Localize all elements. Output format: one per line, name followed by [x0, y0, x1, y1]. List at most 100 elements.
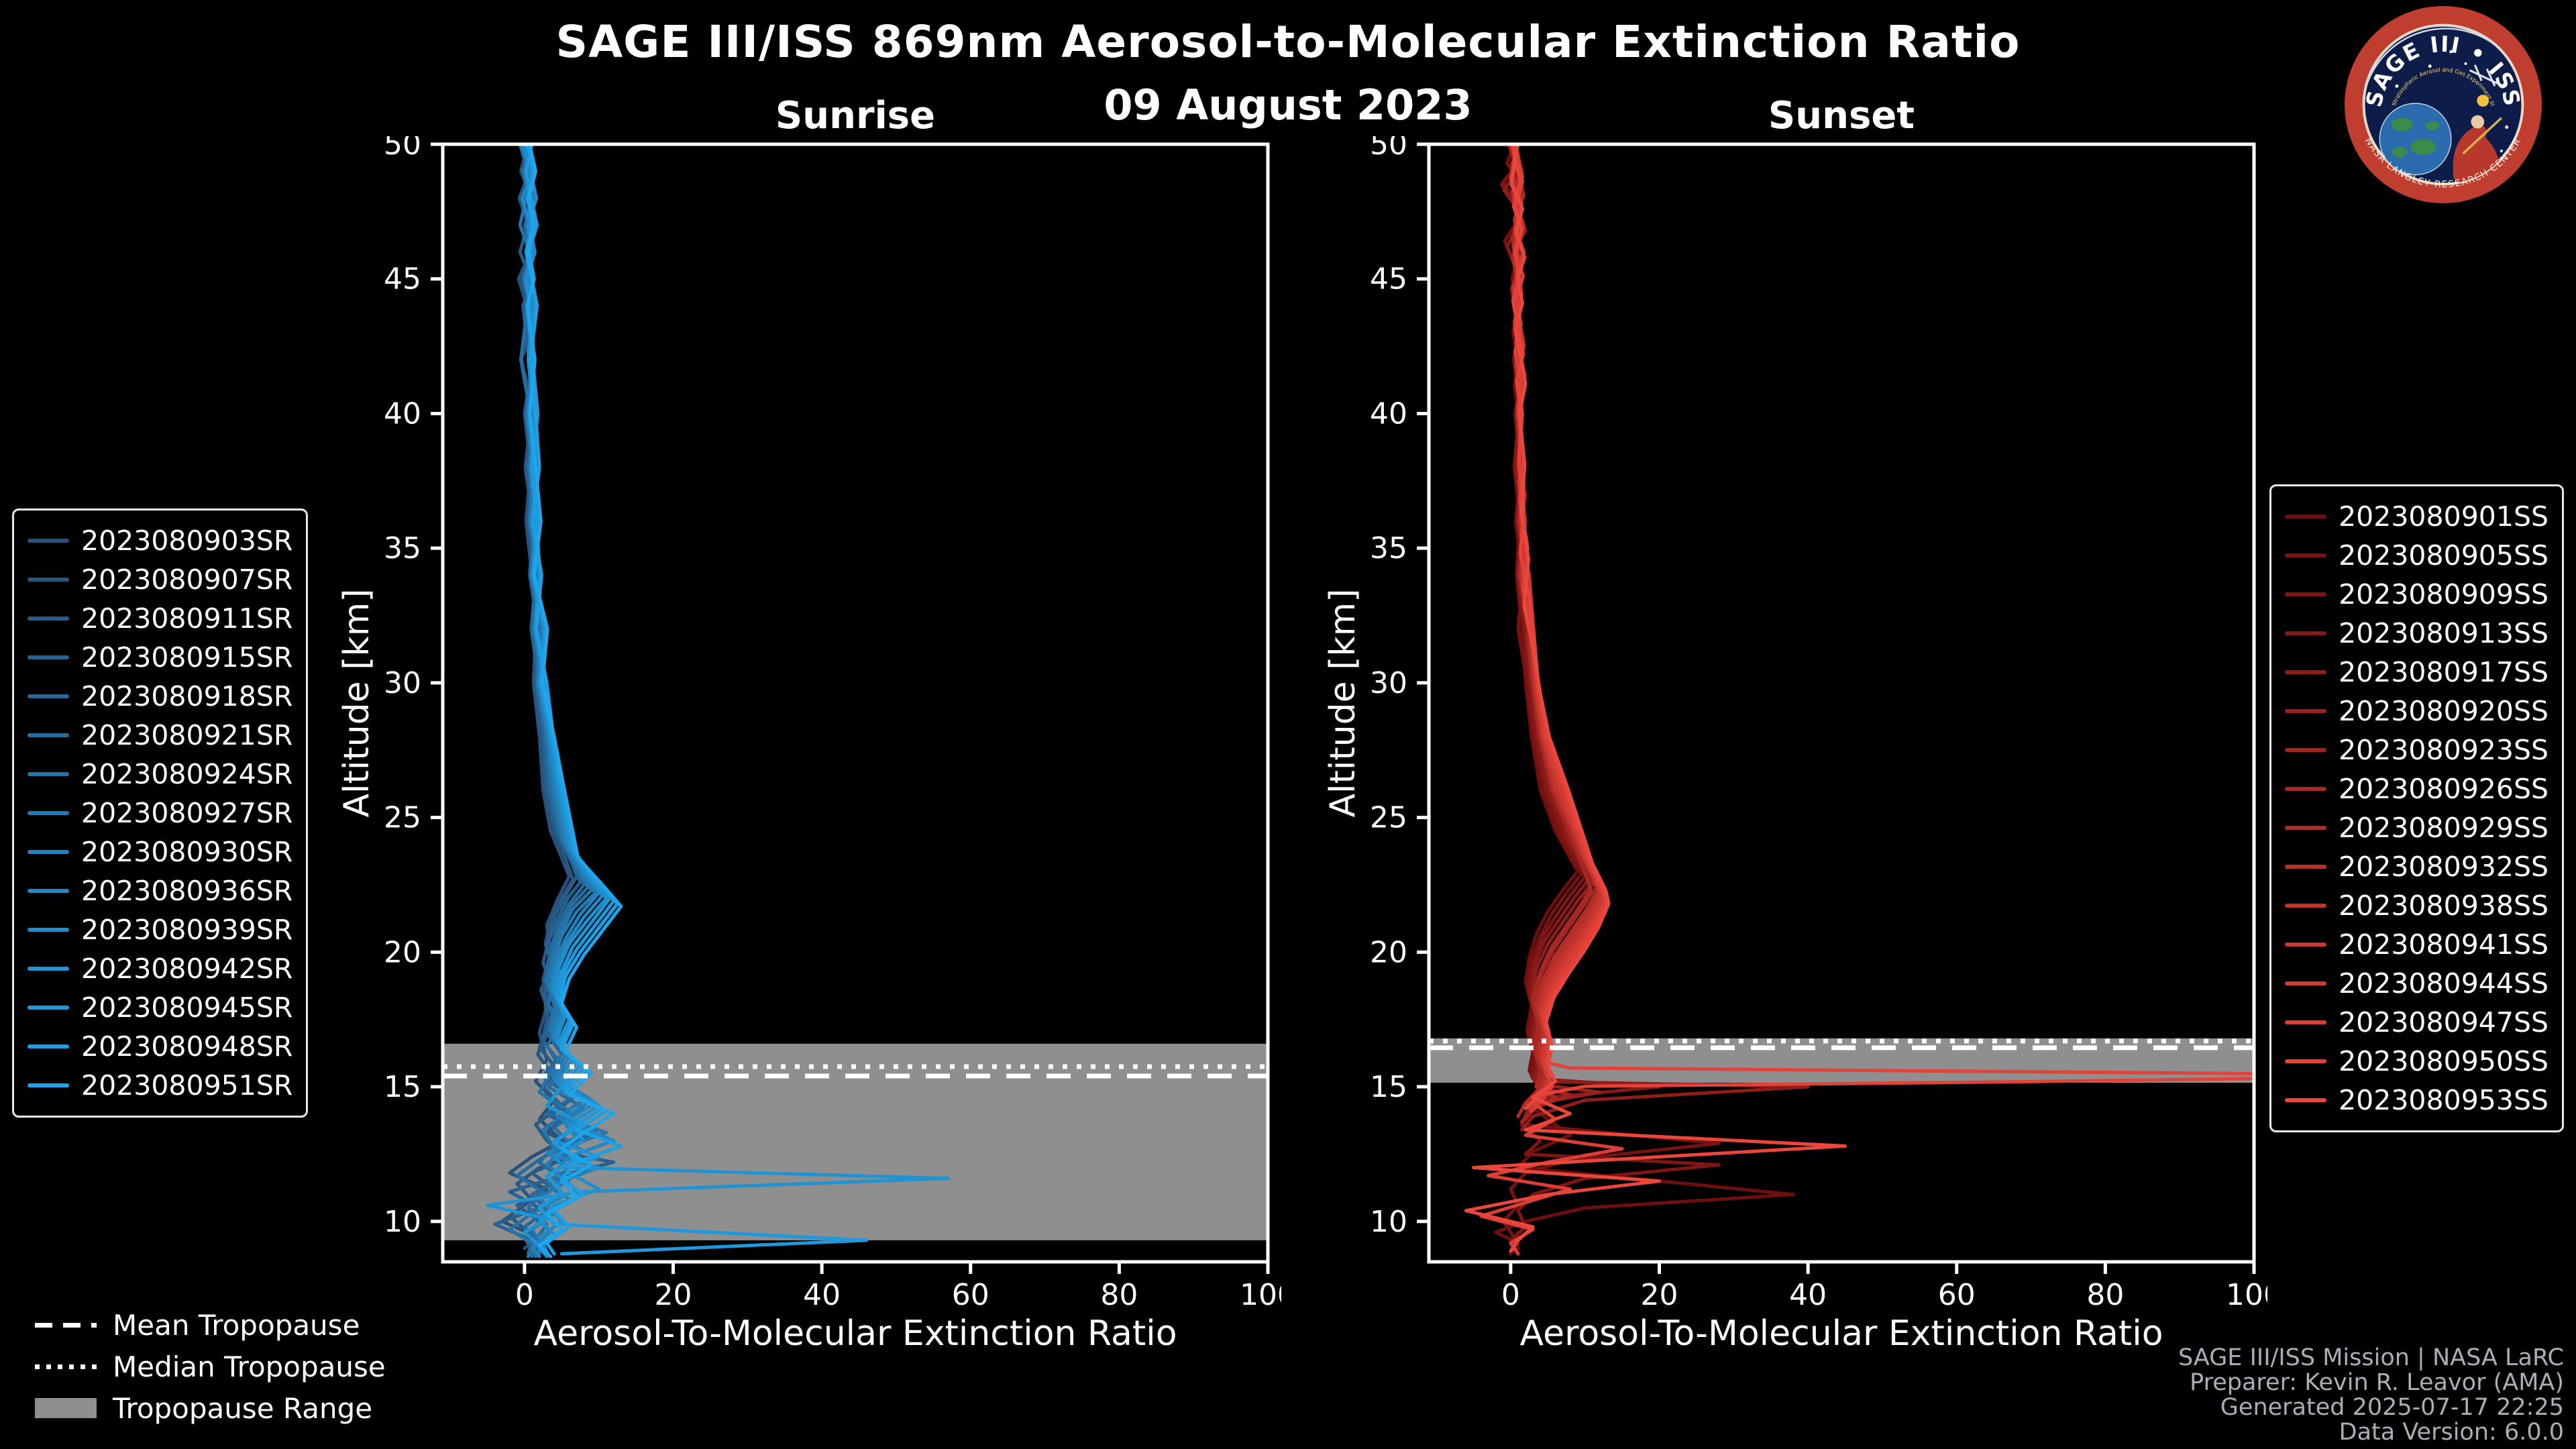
- y-tick-label: 10: [1370, 1205, 1407, 1239]
- y-tick-label: 50: [1370, 136, 1407, 162]
- legend-line-swatch: [2285, 1020, 2327, 1024]
- legend-line-swatch: [28, 539, 69, 543]
- legend-line-swatch: [28, 655, 69, 659]
- legend-line-swatch: [2285, 515, 2327, 519]
- sunset-chart: 10 15 20 25 30 35 40 45 50 0 20 40 60 80 100: [1370, 136, 2267, 1312]
- x-tick-label: 100: [2226, 1278, 2267, 1312]
- legend-item: 2023080929SS: [2285, 808, 2548, 847]
- legend-label: 2023080927SR: [81, 797, 293, 829]
- legend-label: 2023080917SS: [2339, 656, 2548, 688]
- legend-item: 2023080921SR: [28, 716, 292, 755]
- y-tick-label: 45: [384, 262, 421, 297]
- y-tick-label: 15: [384, 1070, 421, 1104]
- legend-item: 2023080932SS: [2285, 847, 2548, 886]
- legend-label: 2023080932SS: [2339, 851, 2548, 883]
- gray-band-swatch: [35, 1398, 97, 1418]
- y-tick-label: 15: [1370, 1070, 1407, 1104]
- legend-line-swatch: [2285, 631, 2327, 635]
- dotted-line-swatch: [35, 1364, 97, 1369]
- legend-line-swatch: [28, 1006, 69, 1010]
- legend-item: 2023080939SR: [28, 910, 292, 949]
- y-tick-label: 30: [384, 666, 421, 700]
- profile-line-2023080951SR: [525, 144, 623, 1258]
- y-tick-label: 10: [384, 1205, 421, 1239]
- legend-item: 2023080918SR: [28, 677, 292, 716]
- legend-label: 2023080941SS: [2339, 928, 2548, 961]
- legend-item: 2023080944SS: [2285, 964, 2548, 1003]
- legend-label: 2023080947SS: [2339, 1006, 2548, 1038]
- legend-line-swatch: [2285, 1059, 2327, 1063]
- sunrise-panel-title: Sunrise: [775, 94, 936, 138]
- x-tick-label: 40: [1789, 1278, 1827, 1312]
- legend-label: 2023080924SR: [81, 758, 293, 790]
- legend-line-swatch: [28, 811, 69, 815]
- legend-line-swatch: [28, 1044, 69, 1049]
- legend-item: 2023080915SR: [28, 638, 292, 677]
- legend-item: 2023080953SS: [2285, 1081, 2548, 1120]
- y-tick-label: 20: [1370, 935, 1407, 969]
- profile-line-2023080939SR: [522, 144, 608, 1258]
- legend-item: 2023080945SR: [28, 988, 292, 1027]
- page-title: SAGE III/ISS 869nm Aerosol-to-Molecular …: [555, 16, 2021, 68]
- sunrise-x-axis-label: Aerosol-To-Molecular Extinction Ratio: [533, 1313, 1177, 1354]
- legend-line-swatch: [28, 850, 69, 854]
- legend-label: 2023080909SS: [2339, 578, 2548, 610]
- legend-label: 2023080926SS: [2339, 773, 2548, 805]
- legend-label: 2023080918SR: [81, 680, 293, 712]
- x-tick-label: 40: [803, 1278, 841, 1312]
- attribution-preparer: Preparer: Kevin R. Leavor (AMA): [2190, 1369, 2564, 1396]
- legend-item: 2023080924SR: [28, 755, 292, 794]
- sunset-x-axis-label: Aerosol-To-Molecular Extinction Ratio: [1519, 1313, 2163, 1354]
- mean-tropopause-label: Mean Tropopause: [113, 1308, 360, 1342]
- x-tick-label: 20: [1641, 1278, 1678, 1312]
- legend-line-swatch: [28, 578, 69, 582]
- y-tick-label: 25: [1370, 801, 1407, 835]
- legend-line-swatch: [2285, 865, 2327, 869]
- patch-earth: [2379, 103, 2452, 176]
- legend-label: 2023080929SS: [2339, 812, 2548, 844]
- legend-item: 2023080947SS: [2285, 1003, 2548, 1042]
- y-tick-label: 45: [1370, 262, 1407, 297]
- legend-line-swatch: [28, 967, 69, 971]
- y-tick-label: 20: [384, 935, 421, 969]
- legend-label: 2023080915SR: [81, 641, 293, 674]
- legend-item: 2023080903SR: [28, 521, 292, 560]
- legend-line-swatch: [2285, 553, 2327, 557]
- legend-item: 2023080942SR: [28, 949, 292, 988]
- legend-line-swatch: [28, 694, 69, 698]
- legend-item: 2023080927SR: [28, 794, 292, 833]
- legend-item: 2023080907SR: [28, 560, 292, 599]
- patch-iss-sketch: [2469, 64, 2498, 87]
- x-tick-label: 80: [2086, 1278, 2124, 1312]
- x-tick-label: 80: [1100, 1278, 1138, 1312]
- patch-sun: [2477, 95, 2489, 107]
- legend-line-swatch: [2285, 670, 2327, 674]
- legend-label: 2023080913SS: [2339, 617, 2548, 649]
- legend-line-swatch: [2285, 826, 2327, 830]
- orbit-arc: [2363, 28, 2500, 134]
- legend-label: 2023080944SS: [2339, 967, 2548, 1000]
- legend-label: 2023080950SS: [2339, 1045, 2548, 1077]
- legend-label: 2023080905SS: [2339, 539, 2548, 572]
- plot-frame: [441, 142, 1270, 1264]
- y-tick-label: 40: [384, 396, 421, 431]
- sunrise-legend: 2023080903SR 2023080907SR 2023080911SR 2023…: [12, 508, 309, 1118]
- profile-line-2023080953SS: [1464, 144, 1847, 1253]
- legend-label: 2023080942SR: [81, 953, 293, 985]
- legend-label: 2023080921SR: [81, 719, 293, 751]
- y-tick-label: 40: [1370, 396, 1407, 431]
- legend-item: 2023080941SS: [2285, 925, 2548, 964]
- dashed-line-swatch: [35, 1322, 97, 1328]
- legend-item: 2023080948SR: [28, 1027, 292, 1066]
- legend-line-swatch: [2285, 787, 2327, 791]
- legend-label: 2023080936SR: [81, 875, 293, 907]
- legend-line-swatch: [28, 616, 69, 621]
- legend-label: 2023080907SR: [81, 564, 293, 596]
- legend-label: 2023080948SR: [81, 1030, 293, 1063]
- plot-frame: [1427, 142, 2256, 1264]
- legend-line-swatch: [2285, 904, 2327, 908]
- y-tick-label: 30: [1370, 666, 1407, 700]
- x-tick-label: 60: [952, 1278, 989, 1312]
- tropopause-range-legend-item: Tropopause Range: [35, 1387, 386, 1429]
